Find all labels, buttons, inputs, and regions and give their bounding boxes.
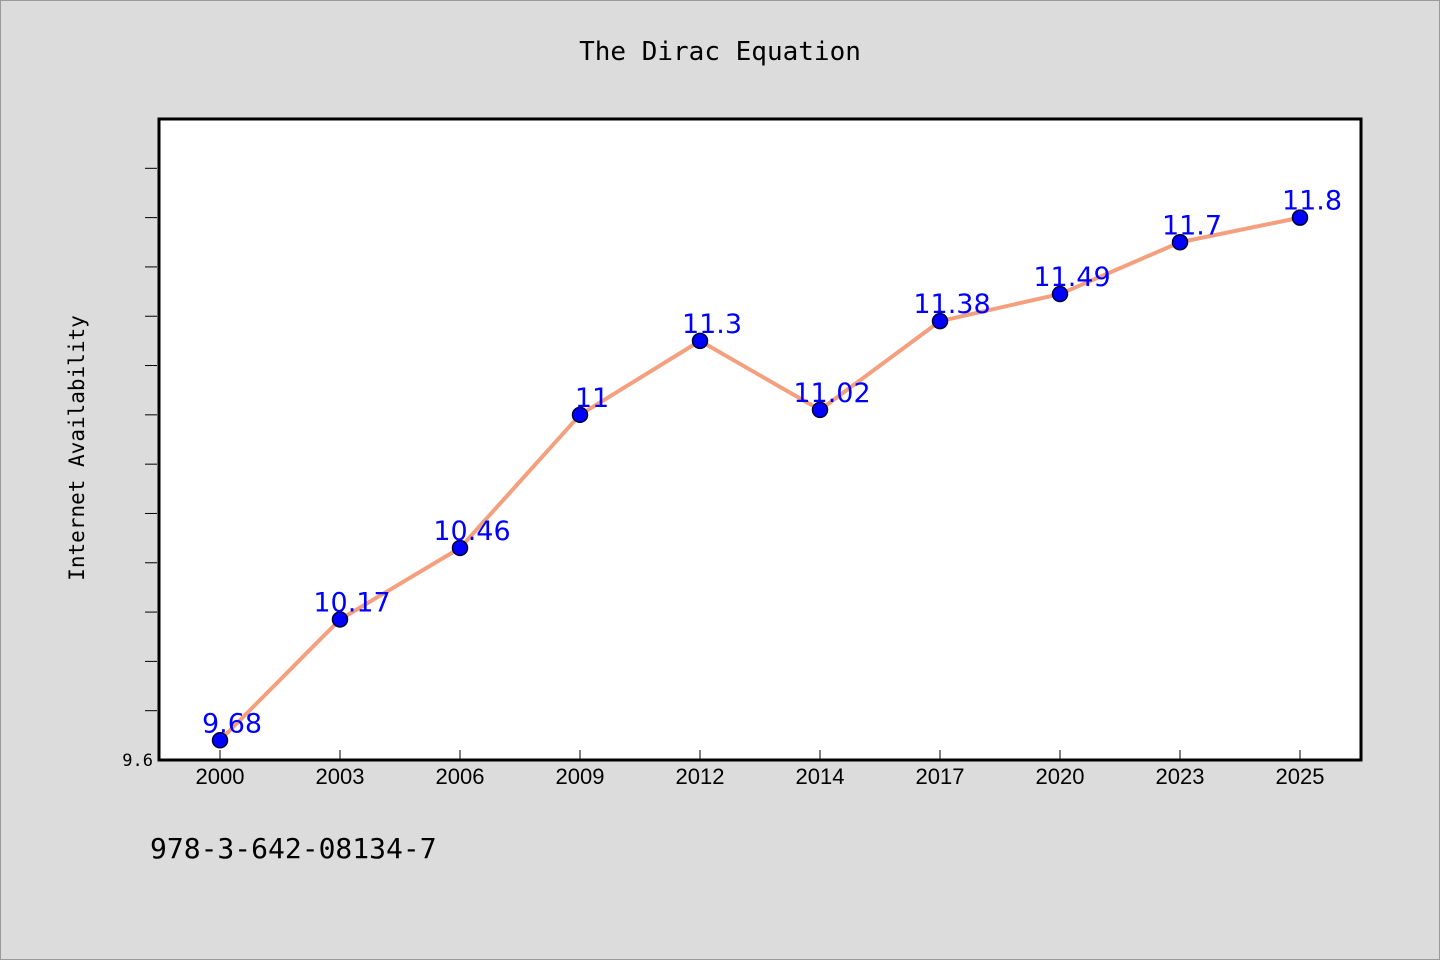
x-tick-label: 2014 bbox=[796, 764, 845, 789]
data-label: 9.68 bbox=[202, 708, 262, 739]
x-tick-label: 2025 bbox=[1276, 764, 1325, 789]
data-label: 11.02 bbox=[793, 378, 870, 409]
y-axis-ticks: 9.6 bbox=[122, 167, 157, 771]
chart-title: The Dirac Equation bbox=[579, 37, 861, 67]
data-point bbox=[451, 539, 469, 557]
x-tick-label: 2023 bbox=[1156, 764, 1205, 789]
data-label: 11.38 bbox=[913, 289, 990, 320]
data-point bbox=[811, 401, 829, 419]
data-point bbox=[571, 406, 589, 424]
data-label-layer: 9.68 10.17 10.46 11 11.3 11.02 11.38 11.49 11.7 1… bbox=[202, 186, 1342, 740]
plot-area bbox=[157, 117, 1363, 762]
x-axis-ticks: 2000 2003 2006 2009 2012 2014 2017 2020 2023 2025 bbox=[196, 750, 1325, 789]
data-label: 10.17 bbox=[313, 587, 390, 618]
data-point bbox=[1051, 285, 1069, 303]
x-tick-label: 2012 bbox=[676, 764, 725, 789]
data-point bbox=[211, 732, 229, 749]
data-point bbox=[1291, 209, 1309, 226]
x-tick-label: 2017 bbox=[916, 764, 965, 789]
series-line bbox=[218, 215, 1302, 743]
y-axis-label: Internet Availability bbox=[65, 315, 89, 581]
isbn-text: 978-3-642-08134-7 bbox=[150, 832, 437, 865]
data-label: 11.3 bbox=[682, 309, 742, 340]
x-tick-label: 2003 bbox=[316, 764, 365, 789]
data-label: 11.49 bbox=[1033, 262, 1110, 293]
data-point bbox=[1171, 234, 1189, 251]
data-point bbox=[691, 332, 709, 350]
data-label: 11 bbox=[575, 383, 609, 414]
x-tick-label: 2006 bbox=[436, 764, 485, 789]
series-layer bbox=[211, 209, 1309, 749]
data-point bbox=[931, 312, 949, 330]
x-tick-label: 2000 bbox=[196, 764, 245, 789]
y-tick-label: 9.6 bbox=[122, 751, 153, 771]
x-tick-label: 2020 bbox=[1036, 764, 1085, 789]
data-label: 10.46 bbox=[433, 516, 510, 547]
data-label: 11.8 bbox=[1282, 186, 1342, 217]
data-point bbox=[331, 611, 349, 628]
data-label: 11.7 bbox=[1162, 210, 1222, 241]
x-tick-label: 2009 bbox=[556, 764, 605, 789]
